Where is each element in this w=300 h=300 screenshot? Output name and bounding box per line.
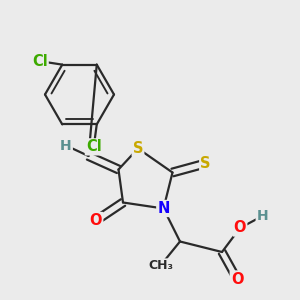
Text: Cl: Cl [86, 140, 102, 154]
Text: S: S [133, 141, 143, 156]
Text: Cl: Cl [32, 54, 48, 69]
Text: O: O [231, 272, 243, 286]
Text: CH₃: CH₃ [148, 259, 173, 272]
Text: O: O [234, 220, 246, 236]
Text: H: H [257, 209, 268, 223]
Text: H: H [60, 139, 72, 152]
Text: N: N [157, 201, 170, 216]
Text: O: O [90, 213, 102, 228]
Text: S: S [200, 156, 211, 171]
